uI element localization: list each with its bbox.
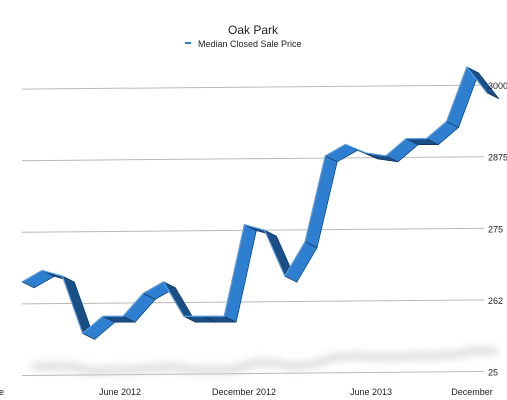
y-tick-label: 2875: [488, 153, 507, 163]
gridline: [21, 299, 485, 305]
ribbon-segment: [304, 155, 338, 249]
gridline: [21, 371, 485, 376]
legend: Median Closed Sale Price: [185, 39, 302, 49]
legend-swatch: [185, 42, 191, 44]
y-tick-label: 3000: [488, 81, 507, 91]
ribbon-segment: [223, 224, 257, 323]
x-tick-label: December 2012: [212, 387, 276, 397]
gridline: [21, 84, 485, 90]
y-tick-label: 25: [488, 368, 498, 378]
legend-label: Median Closed Sale Price: [198, 39, 302, 49]
y-tick-label: 262: [488, 296, 503, 306]
chart-title: Oak Park: [228, 23, 279, 37]
x-tick-label: June 2012: [99, 387, 141, 397]
x-tick-label: June 2013: [350, 387, 392, 397]
x-tick-label: e: [0, 387, 4, 397]
series-ribbon: [21, 65, 500, 341]
series-line: [21, 65, 488, 335]
y-axis-ticks: 25 262 275 2875 3000: [488, 81, 507, 377]
floor-shadow: [31, 346, 498, 375]
x-tick-label: December: [451, 387, 493, 397]
gridline: [21, 156, 485, 162]
x-axis-ticks: June 2012 December 2012 June 2013 December e: [0, 387, 493, 397]
y-tick-label: 275: [488, 224, 503, 234]
shadow: [31, 346, 498, 375]
